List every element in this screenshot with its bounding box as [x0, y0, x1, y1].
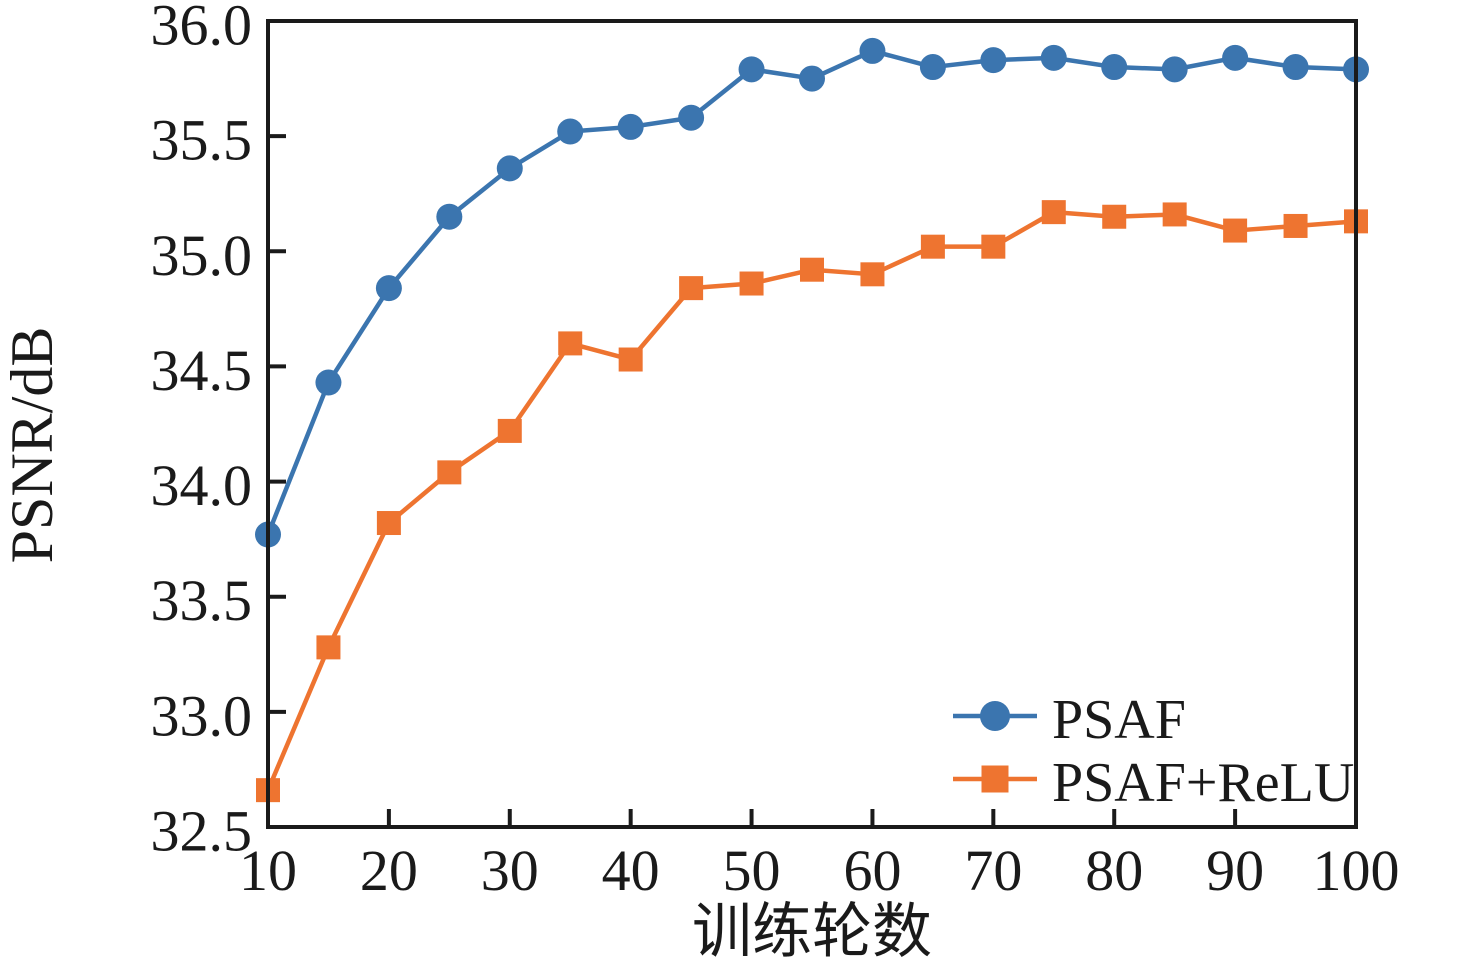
x-axis-title: 训练轮数	[692, 899, 932, 965]
data-point-circle	[1222, 44, 1249, 71]
data-point-circle	[919, 54, 946, 81]
legend-item-psaf: PSAF	[953, 689, 1186, 751]
data-point-square	[679, 276, 704, 301]
series-psaf	[255, 37, 1369, 548]
legend-label: PSAF+ReLU	[1052, 752, 1354, 814]
data-point-square	[739, 271, 764, 296]
data-point-circle	[557, 118, 584, 145]
data-point-square	[558, 331, 583, 356]
legend-item-psaf-relu: PSAF+ReLU	[953, 752, 1354, 814]
legend-label: PSAF	[1052, 689, 1186, 751]
y-tick-label: 32.5	[151, 799, 253, 864]
x-tick-label: 90	[1206, 838, 1264, 903]
y-tick-label: 33.5	[151, 568, 253, 633]
y-tick-label: 33.0	[151, 683, 253, 748]
y-tick-label: 36.0	[151, 0, 253, 58]
y-axis-title: PSNR/dB	[0, 327, 65, 564]
x-tick-label: 10	[239, 838, 297, 903]
x-tick-label: 40	[602, 838, 660, 903]
x-tick-label: 50	[723, 838, 781, 903]
data-point-circle	[738, 56, 765, 83]
data-point-circle	[1161, 56, 1188, 83]
data-point-square	[1162, 202, 1187, 227]
data-point-circle	[980, 47, 1007, 74]
data-point-square	[376, 511, 401, 536]
x-tick-label: 80	[1085, 838, 1143, 903]
data-point-square	[437, 460, 462, 485]
data-point-square	[1041, 200, 1066, 225]
x-tick-label: 60	[843, 838, 901, 903]
data-point-circle	[678, 104, 705, 131]
x-tick-label: 20	[360, 838, 418, 903]
data-point-circle	[980, 701, 1010, 731]
y-tick-label: 34.0	[151, 453, 253, 518]
data-point-square	[981, 234, 1006, 259]
data-point-square	[1283, 213, 1308, 238]
data-point-square	[981, 765, 1009, 793]
data-point-circle	[436, 203, 463, 230]
data-point-square	[497, 418, 522, 443]
data-point-circle	[375, 275, 402, 302]
x-tick-label: 70	[964, 838, 1022, 903]
series-psaf-relu	[256, 200, 1368, 803]
data-point-square	[618, 347, 643, 372]
data-point-square	[1102, 204, 1127, 229]
x-tick-label: 30	[481, 838, 539, 903]
data-point-circle	[1282, 54, 1309, 81]
data-point-square	[920, 234, 945, 259]
y-tick-label: 34.5	[151, 338, 253, 403]
x-tick-label: 100	[1313, 838, 1400, 903]
data-point-circle	[617, 113, 644, 140]
plot-border	[266, 19, 1358, 829]
data-point-circle	[859, 37, 886, 64]
plot-layer: 10 20 30 40 50 60 70 80 90 100 32.5 33.0 33.5 34.0 34.…	[151, 0, 1400, 903]
data-point-circle	[799, 65, 825, 92]
data-point-circle	[1101, 54, 1128, 81]
y-tick-label: 35.0	[151, 223, 253, 288]
data-point-square	[316, 635, 341, 660]
data-point-circle	[315, 369, 342, 396]
data-point-square	[860, 262, 885, 287]
data-point-square	[800, 257, 824, 282]
data-point-circle	[1040, 44, 1067, 71]
data-point-circle	[496, 155, 523, 182]
series-line	[265, 48, 1357, 536]
series-line	[265, 209, 1357, 792]
data-point-square	[1223, 218, 1248, 243]
y-tick-label: 35.5	[151, 108, 253, 173]
